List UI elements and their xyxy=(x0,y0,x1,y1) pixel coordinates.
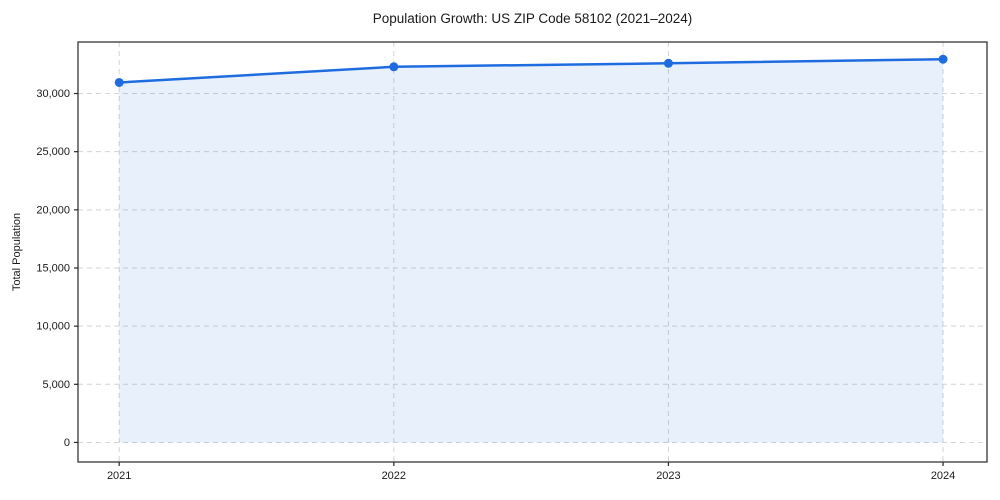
data-point xyxy=(938,54,948,64)
data-point xyxy=(389,62,399,72)
area-fill xyxy=(119,59,944,443)
y-tick-label: 0 xyxy=(64,437,70,449)
y-tick-label: 20,000 xyxy=(36,204,70,216)
series-line xyxy=(117,57,945,84)
data-point xyxy=(114,77,124,87)
y-tick-label: 30,000 xyxy=(36,88,70,100)
x-tick-label: 2023 xyxy=(656,470,680,482)
data-point xyxy=(663,58,673,68)
x-tick-label: 2022 xyxy=(382,470,406,482)
plot-border xyxy=(77,41,988,463)
chart-title: Population Growth: US ZIP Code 58102 (20… xyxy=(372,11,693,26)
y-tick-label: 5,000 xyxy=(42,379,70,391)
x-tick-label: 2024 xyxy=(931,470,955,482)
y-tick-label: 25,000 xyxy=(36,146,70,158)
y-tick-label: 15,000 xyxy=(36,262,70,274)
x-tick-label: 2021 xyxy=(107,470,131,482)
y-tick-label: 10,000 xyxy=(36,321,70,333)
